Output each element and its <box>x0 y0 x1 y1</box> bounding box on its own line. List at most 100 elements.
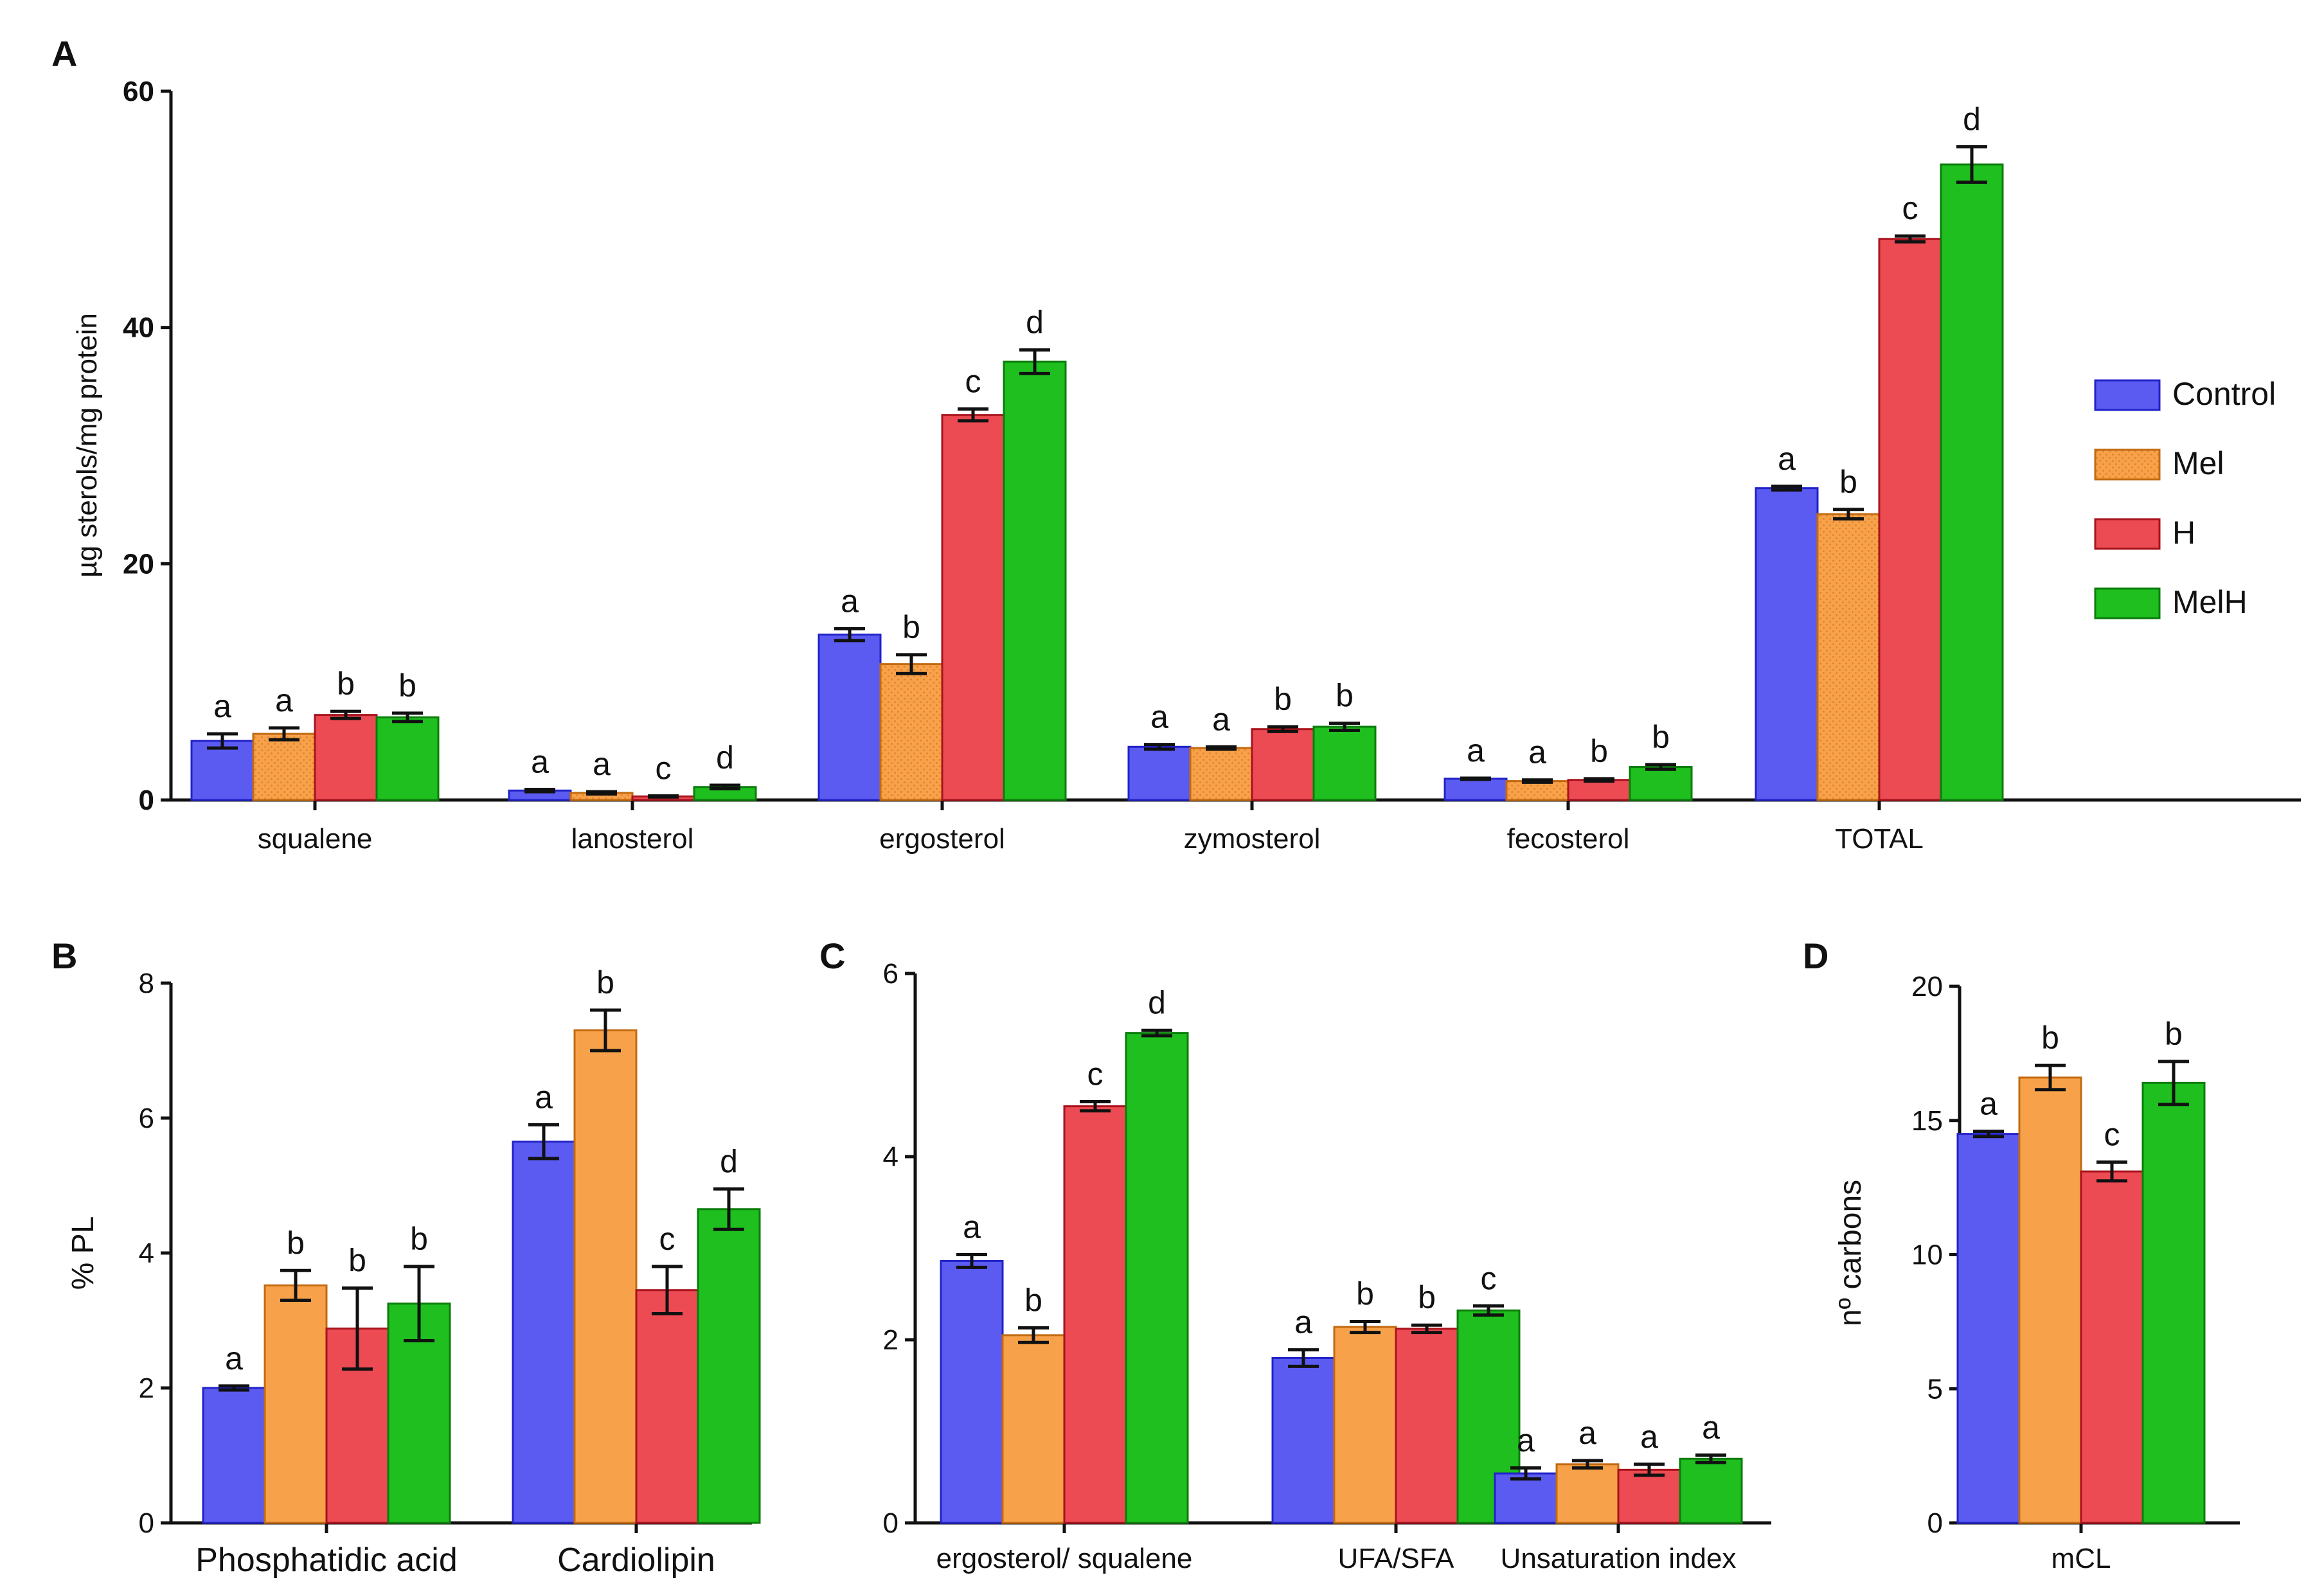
significance-letter: b <box>1652 719 1670 755</box>
legend-label-mel: Mel <box>2172 445 2224 481</box>
bar-mel-phosphatidic-acid <box>264 1284 328 1524</box>
y-tick-label: 6 <box>139 1103 154 1134</box>
category-label-total: TOTAL <box>1835 823 1924 855</box>
significance-letter: c <box>656 751 672 787</box>
y-axis-title: µg sterols/mg protein <box>71 313 103 578</box>
significance-letter: a <box>1528 734 1546 770</box>
bar-melh-unsaturation-index <box>1679 1457 1743 1524</box>
significance-letter: a <box>593 746 611 782</box>
significance-letter: a <box>1467 733 1485 769</box>
significance-letter: a <box>841 583 859 619</box>
bar-mel-zymosterol <box>1189 747 1253 801</box>
significance-letter: b <box>410 1221 428 1257</box>
significance-letter: d <box>1026 305 1044 341</box>
significance-letter: b <box>398 668 416 704</box>
significance-letter: a <box>275 682 293 718</box>
significance-letter: a <box>535 1080 553 1115</box>
legend-swatch-melh <box>2094 587 2161 619</box>
significance-letter: b <box>1839 464 1857 500</box>
significance-letter: a <box>1212 701 1230 737</box>
legend-label-h: H <box>2172 515 2195 551</box>
bar-control-total <box>1755 487 1819 801</box>
significance-letter: a <box>531 743 549 779</box>
bar-melh-total <box>1940 163 2004 801</box>
bar-melh-fecosterol <box>1629 766 1693 801</box>
significance-letter: c <box>1902 190 1918 226</box>
y-tick-label: 2 <box>883 1324 898 1356</box>
legend-label-control: Control <box>2172 376 2276 412</box>
significance-letter: a <box>1702 1410 1720 1446</box>
y-tick-label: 0 <box>1927 1507 1943 1539</box>
panel-d-carbons-chart: 0 5 10 15 20 nº carbons mCL a b c b <box>1834 971 2240 1574</box>
bar-h-fecosterol <box>1567 779 1631 801</box>
significance-letter: a <box>963 1209 981 1245</box>
y-tick-label: 10 <box>1911 1240 1943 1271</box>
panel-a-sterols-chart: 0 20 40 60 µg sterols/mg protein squalene a a b b… <box>71 76 2301 855</box>
bar-h-ergosterol-squalene <box>1063 1105 1127 1524</box>
significance-letter: d <box>1148 984 1166 1020</box>
bar-control-fecosterol <box>1444 778 1508 801</box>
y-tick-label: 8 <box>139 968 154 999</box>
significance-letter: c <box>1481 1260 1497 1296</box>
significance-letter: b <box>337 666 355 702</box>
y-tick-label: 4 <box>883 1141 898 1173</box>
bar-mel-mcl <box>2018 1076 2082 1524</box>
significance-letter: d <box>1963 101 1981 137</box>
category-label-zymosterol: zymosterol <box>1184 823 1321 855</box>
y-tick-label: 20 <box>1911 971 1943 1002</box>
bar-mel-ergosterol <box>879 663 943 801</box>
bar-h-mcl <box>2080 1170 2144 1524</box>
y-tick-label: 0 <box>883 1507 898 1539</box>
panel-label-c: C <box>819 936 845 976</box>
significance-letter: b <box>348 1243 366 1279</box>
panel-c-ratio-chart: 0 2 4 6 ergosterol/ squalene a b c d UFA/SFA a b b c U… <box>883 958 1771 1574</box>
significance-letter: b <box>1418 1279 1436 1315</box>
significance-letter: c <box>1087 1056 1104 1092</box>
bar-control-mcl <box>1956 1133 2021 1524</box>
significance-letter: d <box>720 1143 738 1179</box>
category-label-ergosterol-squalene: ergosterol/ squalene <box>936 1543 1193 1574</box>
legend-label-melh: MelH <box>2172 584 2248 620</box>
bar-mel-ergosterol-squalene <box>1001 1334 1066 1524</box>
bar-mel-total <box>1816 513 1881 801</box>
significance-letter: b <box>1356 1276 1374 1312</box>
significance-letter: b <box>2041 1020 2059 1056</box>
bar-h-ufa-sfa <box>1395 1328 1459 1524</box>
significance-letter: a <box>1640 1419 1658 1455</box>
bar-h-total <box>1878 238 1942 801</box>
category-label-squalene: squalene <box>258 823 373 855</box>
y-axis-title: % PL <box>66 1216 100 1290</box>
category-label-ufa-sfa: UFA/SFA <box>1338 1543 1455 1574</box>
panel-label-d: D <box>1803 936 1828 976</box>
y-tick-label: 20 <box>123 548 154 580</box>
category-label-unsaturation-index: Unsaturation index <box>1501 1543 1737 1574</box>
y-tick-label: 5 <box>1927 1373 1943 1405</box>
bar-control-cardiolipin <box>512 1141 576 1524</box>
y-tick-label: 6 <box>883 958 898 990</box>
category-label-ergosterol: ergosterol <box>879 823 1005 855</box>
significance-letter: b <box>1024 1282 1042 1318</box>
panel-b-phospholipid-chart: 0 2 4 6 8 % PL Phosphatidic acid a b b b Cardiolipi… <box>66 964 761 1579</box>
y-tick-label: 15 <box>1911 1105 1943 1137</box>
y-tick-label: 2 <box>139 1373 154 1404</box>
significance-letter: a <box>225 1340 243 1376</box>
significance-letter: b <box>902 609 920 645</box>
y-tick-label: 40 <box>123 312 154 344</box>
bar-control-zymosterol <box>1127 745 1192 801</box>
category-label-lanosterol: lanosterol <box>571 823 694 855</box>
bar-mel-fecosterol <box>1505 780 1569 801</box>
legend-swatch-h <box>2094 518 2161 550</box>
bar-melh-zymosterol <box>1312 725 1377 801</box>
y-tick-label: 4 <box>139 1238 154 1269</box>
bar-h-unsaturation-index <box>1617 1468 1681 1524</box>
bar-melh-mcl <box>2141 1081 2206 1524</box>
category-label-mcl: mCL <box>2051 1543 2111 1574</box>
bar-h-cardiolipin <box>635 1289 699 1524</box>
significance-letter: a <box>1294 1304 1312 1340</box>
y-axis-title: nº carbons <box>1834 1180 1868 1326</box>
bar-melh-squalene <box>375 716 440 801</box>
bar-mel-unsaturation-index <box>1555 1463 1620 1524</box>
bar-control-squalene <box>190 740 255 801</box>
bar-melh-ergosterol-squalene <box>1125 1032 1189 1524</box>
